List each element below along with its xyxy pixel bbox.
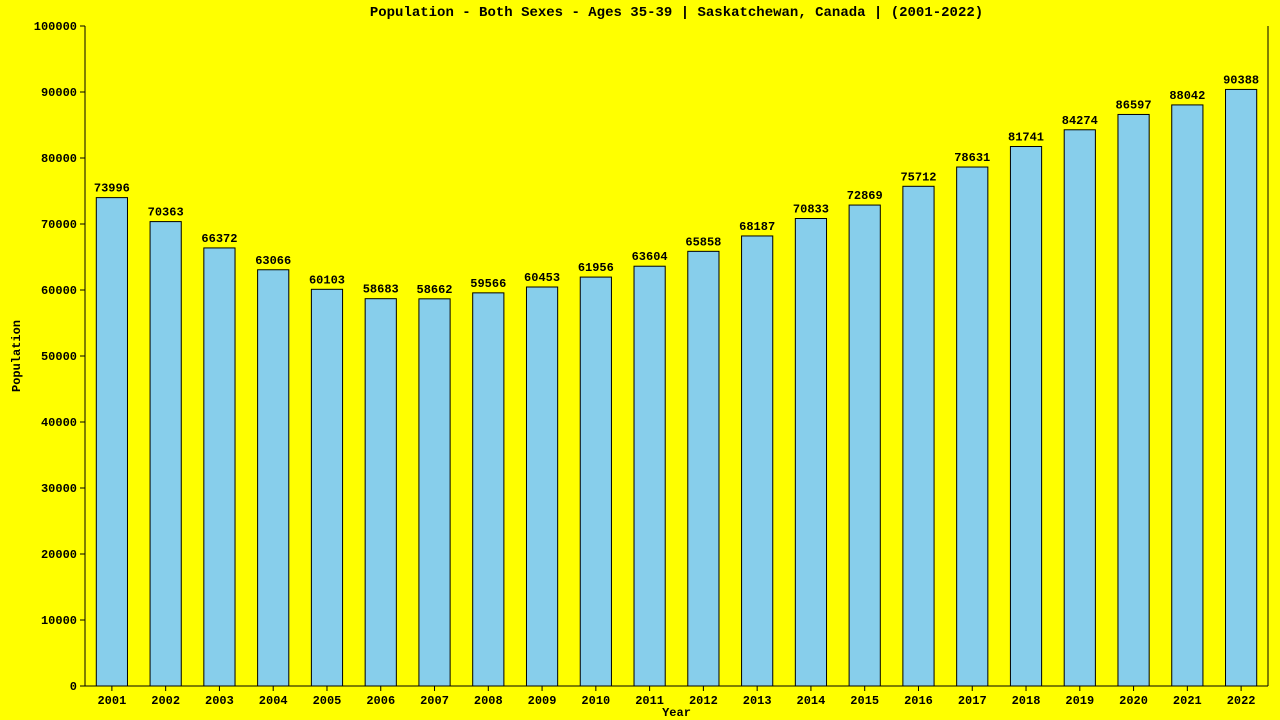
y-tick-label: 70000: [41, 218, 77, 232]
bar: [795, 219, 826, 686]
bar-chart: 0 10000 20000 30000 40000 50000 60000 70000 8000…: [0, 0, 1280, 720]
x-tick-label: 2016: [904, 694, 933, 708]
bar-value-label: 58683: [363, 283, 399, 297]
bar: [311, 289, 342, 686]
bar-value-label: 84274: [1062, 114, 1098, 128]
bar: [473, 293, 504, 686]
bar: [634, 266, 665, 686]
bar-value-label: 73996: [94, 182, 130, 196]
bar: [580, 277, 611, 686]
y-tick-label: 100000: [34, 20, 77, 34]
bar-value-label: 60103: [309, 273, 345, 287]
x-tick-label: 2007: [420, 694, 449, 708]
y-tick-label: 40000: [41, 416, 77, 430]
y-tick-label: 10000: [41, 614, 77, 628]
y-tick-label: 50000: [41, 350, 77, 364]
x-tick-label: 2004: [259, 694, 288, 708]
bar-value-label: 58662: [417, 283, 453, 297]
bar: [365, 299, 396, 686]
bar-value-label: 81741: [1008, 131, 1044, 145]
chart-title: Population - Both Sexes - Ages 35-39 | S…: [370, 5, 983, 21]
bar-value-label: 70363: [148, 206, 184, 220]
bar: [150, 222, 181, 686]
x-tick-label: 2010: [581, 694, 610, 708]
x-tick-label: 2003: [205, 694, 234, 708]
bar: [1064, 130, 1095, 686]
x-tick-label: 2013: [743, 694, 772, 708]
x-tick-label: 2022: [1227, 694, 1256, 708]
x-tick-label: 2009: [528, 694, 557, 708]
bar-value-label: 66372: [201, 232, 237, 246]
x-axis-label: Year: [662, 706, 691, 720]
y-tick-label: 20000: [41, 548, 77, 562]
y-tick-label: 0: [70, 680, 77, 694]
bar: [258, 270, 289, 686]
x-tick-label: 2019: [1065, 694, 1094, 708]
bar-value-label: 59566: [470, 277, 506, 291]
bar-value-label: 70833: [793, 203, 829, 217]
x-tick-label: 2015: [850, 694, 879, 708]
bar-value-label: 75712: [900, 170, 936, 184]
bar-value-label: 86597: [1116, 98, 1152, 112]
x-tick-label: 2021: [1173, 694, 1202, 708]
x-tick-label: 2017: [958, 694, 987, 708]
bar: [903, 186, 934, 686]
bar-value-label: 88042: [1169, 89, 1205, 103]
bar: [742, 236, 773, 686]
bar: [204, 248, 235, 686]
bar-value-label: 65858: [685, 235, 721, 249]
bar: [1226, 89, 1257, 686]
x-tick-label: 2002: [151, 694, 180, 708]
bar-value-label: 60453: [524, 271, 560, 285]
bar: [1172, 105, 1203, 686]
bar: [849, 205, 880, 686]
x-tick-label: 2005: [313, 694, 342, 708]
bar-value-label: 72869: [847, 189, 883, 203]
x-tick-label: 2012: [689, 694, 718, 708]
bar: [1010, 147, 1041, 686]
y-tick-label: 60000: [41, 284, 77, 298]
x-tick-label: 2008: [474, 694, 503, 708]
bar-value-label: 78631: [954, 151, 990, 165]
bar: [526, 287, 557, 686]
x-tick-label: 2011: [635, 694, 664, 708]
bar: [96, 198, 127, 686]
y-tick-label: 30000: [41, 482, 77, 496]
y-tick-label: 90000: [41, 86, 77, 100]
x-tick-label: 2014: [797, 694, 826, 708]
bar-value-label: 68187: [739, 220, 775, 234]
bar: [957, 167, 988, 686]
x-tick-label: 2006: [366, 694, 395, 708]
bar-value-label: 90388: [1223, 73, 1259, 87]
y-axis-label: Population: [10, 320, 24, 392]
y-tick-label: 80000: [41, 152, 77, 166]
bar: [688, 251, 719, 686]
bar-value-label: 63066: [255, 254, 291, 268]
x-tick-label: 2001: [97, 694, 126, 708]
bar: [419, 299, 450, 686]
x-tick-label: 2020: [1119, 694, 1148, 708]
bar-value-label: 63604: [632, 250, 668, 264]
x-tick-label: 2018: [1012, 694, 1041, 708]
bar: [1118, 114, 1149, 686]
bar-value-label: 61956: [578, 261, 614, 275]
